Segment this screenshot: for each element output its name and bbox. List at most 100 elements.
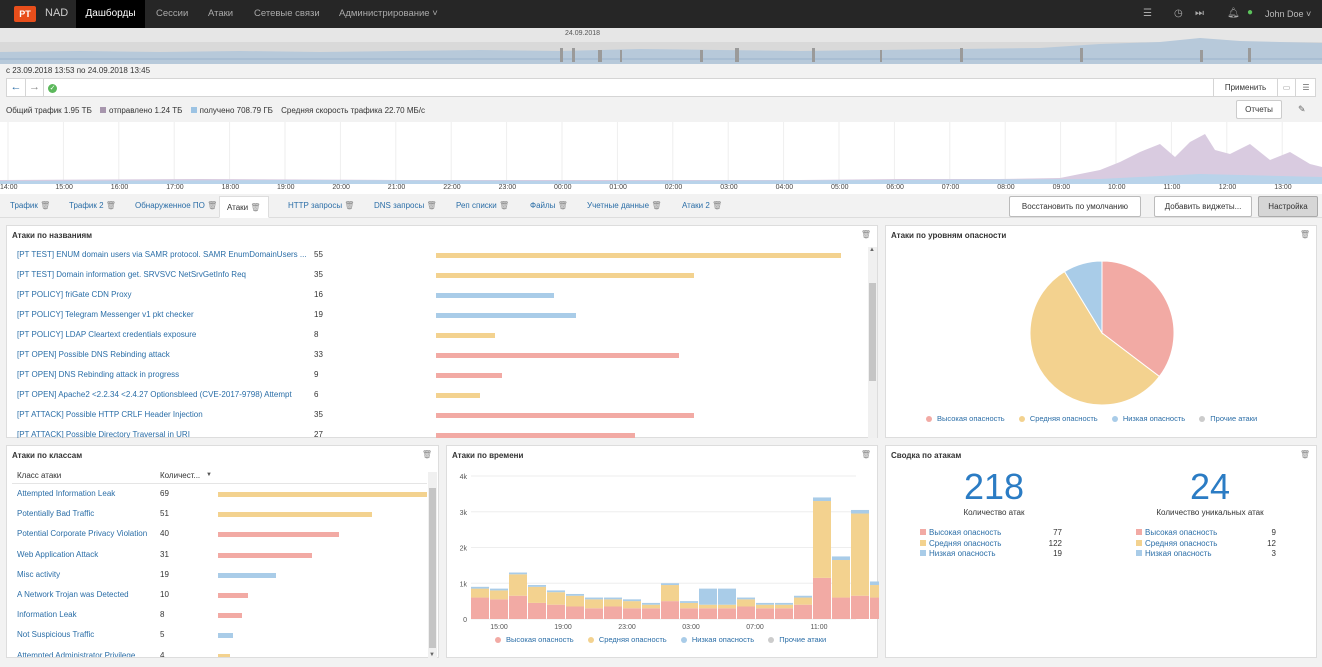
legend-other[interactable]: Прочие атаки [1210,414,1258,423]
severity-label[interactable]: Средняя опасность [1145,538,1218,548]
pie-slice-low[interactable] [1063,260,1103,335]
attack-name-row[interactable]: [PT ATTACK] Possible HTTP CRLF Header In… [17,410,867,422]
time-bar-segment[interactable] [547,604,565,619]
time-bar-segment[interactable] [756,608,774,619]
add-widgets-button[interactable]: Добавить виджеты... [1154,196,1252,217]
time-bar-segment[interactable] [490,588,508,591]
delete-tab-icon[interactable]: 🗑︎ [248,203,261,212]
pin-icon[interactable]: ✎ [1298,104,1306,114]
time-bar-segment[interactable] [585,597,603,600]
attack-name-row[interactable]: [PT OPEN] DNS Rebinding attack in progre… [17,370,867,382]
delete-tab-icon[interactable]: 🗑︎ [649,201,662,210]
filter-list-icon[interactable]: ☰ [1295,79,1316,96]
time-bar-segment[interactable] [737,599,755,607]
legend-high[interactable]: Высокая опасность [506,635,574,644]
time-bar-segment[interactable] [775,602,793,605]
scroll-thumb[interactable] [869,283,876,381]
nav-dashboards[interactable]: Дашборды [76,0,145,28]
severity-pie-chart[interactable] [886,226,1318,439]
time-bar-segment[interactable] [680,608,698,619]
overview-timeline[interactable]: 24.09.2018 [0,28,1322,64]
tab-7[interactable]: Реп списки 🗑︎ [456,201,509,210]
list-icon[interactable]: ☰ [1143,8,1152,19]
attack-class-row[interactable]: Attempted Administrator Privilege ... 4 [17,651,427,657]
attack-name-link[interactable]: [PT POLICY] friGate CDN Proxy [17,290,132,299]
time-bar-segment[interactable] [699,604,717,609]
attack-name-row[interactable]: [PT ATTACK] Possible Directory Traversal… [17,430,867,438]
nav-attacks[interactable]: Атаки [208,8,234,19]
attacks-by-class-scrollbar[interactable]: ▼ [428,472,437,658]
pie-slice-medium[interactable] [1029,270,1161,406]
time-bar-segment[interactable] [794,597,812,605]
time-bar-segment[interactable] [851,509,869,514]
attack-class-link[interactable]: Attempted Administrator Privilege ... [17,650,145,657]
forward-arrow-icon[interactable]: → [25,79,43,96]
reports-button[interactable]: Отчеты [1236,100,1282,119]
time-bar-segment[interactable] [471,586,489,589]
attack-name-link[interactable]: [PT TEST] Domain information get. SRVSVC… [17,270,246,279]
severity-label[interactable]: Высокая опасность [1145,528,1218,537]
scroll-up-icon[interactable]: ▲ [869,247,875,253]
time-bar-segment[interactable] [813,497,831,502]
time-bar-segment[interactable] [756,602,774,605]
nav-sessions[interactable]: Сессии [156,8,189,19]
legend-other[interactable]: Прочие атаки [779,635,827,644]
attack-class-row[interactable]: Potentially Bad Traffic 51 [17,509,427,521]
time-bar-segment[interactable] [756,604,774,609]
back-arrow-icon[interactable]: ← [10,81,22,93]
nav-administration[interactable]: Администрирование ˅ [339,8,438,19]
time-bar-segment[interactable] [737,606,755,619]
legend-low[interactable]: Низкая опасность [1122,414,1186,423]
attack-class-row[interactable]: Misc activity 19 [17,570,427,582]
attack-name-row[interactable]: [PT POLICY] Telegram Messenger v1 pkt ch… [17,310,867,322]
time-bar-segment[interactable] [661,585,679,602]
time-bar-segment[interactable] [509,595,527,619]
time-bar-segment[interactable] [699,588,717,605]
pt-logo[interactable]: PT [14,6,36,22]
time-bar-segment[interactable] [642,604,660,609]
severity-label[interactable]: Низкая опасность [929,549,996,558]
attack-class-row[interactable]: Information Leak 8 [17,610,427,622]
time-bar-segment[interactable] [585,599,603,609]
delete-tab-icon[interactable]: 🗑︎ [342,201,355,210]
time-bar-segment[interactable] [813,501,831,578]
fast-forward-icon[interactable]: ⏭ [1195,8,1204,19]
time-bar-segment[interactable] [718,588,736,605]
attack-class-link[interactable]: Web Application Attack [17,549,99,559]
time-bar-segment[interactable] [642,608,660,619]
time-bar-segment[interactable] [870,585,879,598]
attack-name-row[interactable]: [PT OPEN] Apache2 <2.2.34 <2.4.27 Option… [17,390,867,402]
delete-widget-icon[interactable]: 🗑︎ [1299,230,1310,239]
time-bar-segment[interactable] [775,604,793,609]
time-bar-segment[interactable] [642,602,660,605]
time-bar-segment[interactable] [870,597,879,619]
time-bar-segment[interactable] [718,604,736,609]
apply-button[interactable]: Применить [1213,79,1277,96]
tab-5[interactable]: HTTP запросы 🗑︎ [288,201,354,210]
settings-button[interactable]: Настройка [1258,196,1318,217]
time-bar-segment[interactable] [737,597,755,600]
bell-icon[interactable]: 🔔︎ [1227,8,1240,19]
time-bar-segment[interactable] [832,556,850,561]
time-bar-segment[interactable] [661,583,679,586]
tab-3[interactable]: Обнаруженное ПО 🗑︎ [135,201,217,210]
attack-name-link[interactable]: [PT ATTACK] Possible Directory Traversal… [17,430,190,438]
time-bar-segment[interactable] [528,586,546,603]
attack-class-link[interactable]: Not Suspicious Traffic [17,630,95,640]
attack-class-link[interactable]: Attempted Information Leak [17,489,116,498]
time-bar-segment[interactable] [623,599,641,602]
time-bar-segment[interactable] [604,597,622,600]
scroll-down-icon[interactable]: ▼ [429,652,435,658]
attack-class-link[interactable]: Potentially Bad Traffic [17,509,95,519]
time-bar-segment[interactable] [566,606,584,619]
attack-name-link[interactable]: [PT ATTACK] Possible HTTP CRLF Header In… [17,410,203,419]
time-bar-segment[interactable] [604,606,622,619]
time-bar-segment[interactable] [623,601,641,609]
clock-icon[interactable]: ◷ [1174,8,1183,19]
attack-class-link[interactable]: Information Leak [17,610,77,620]
time-bar-segment[interactable] [490,590,508,600]
delete-tab-icon[interactable]: 🗑︎ [103,201,116,210]
delete-widget-icon[interactable]: 🗑︎ [860,230,871,239]
time-bar-segment[interactable] [547,590,565,593]
attack-class-row[interactable]: Attempted Information Leak 69 [17,489,427,501]
